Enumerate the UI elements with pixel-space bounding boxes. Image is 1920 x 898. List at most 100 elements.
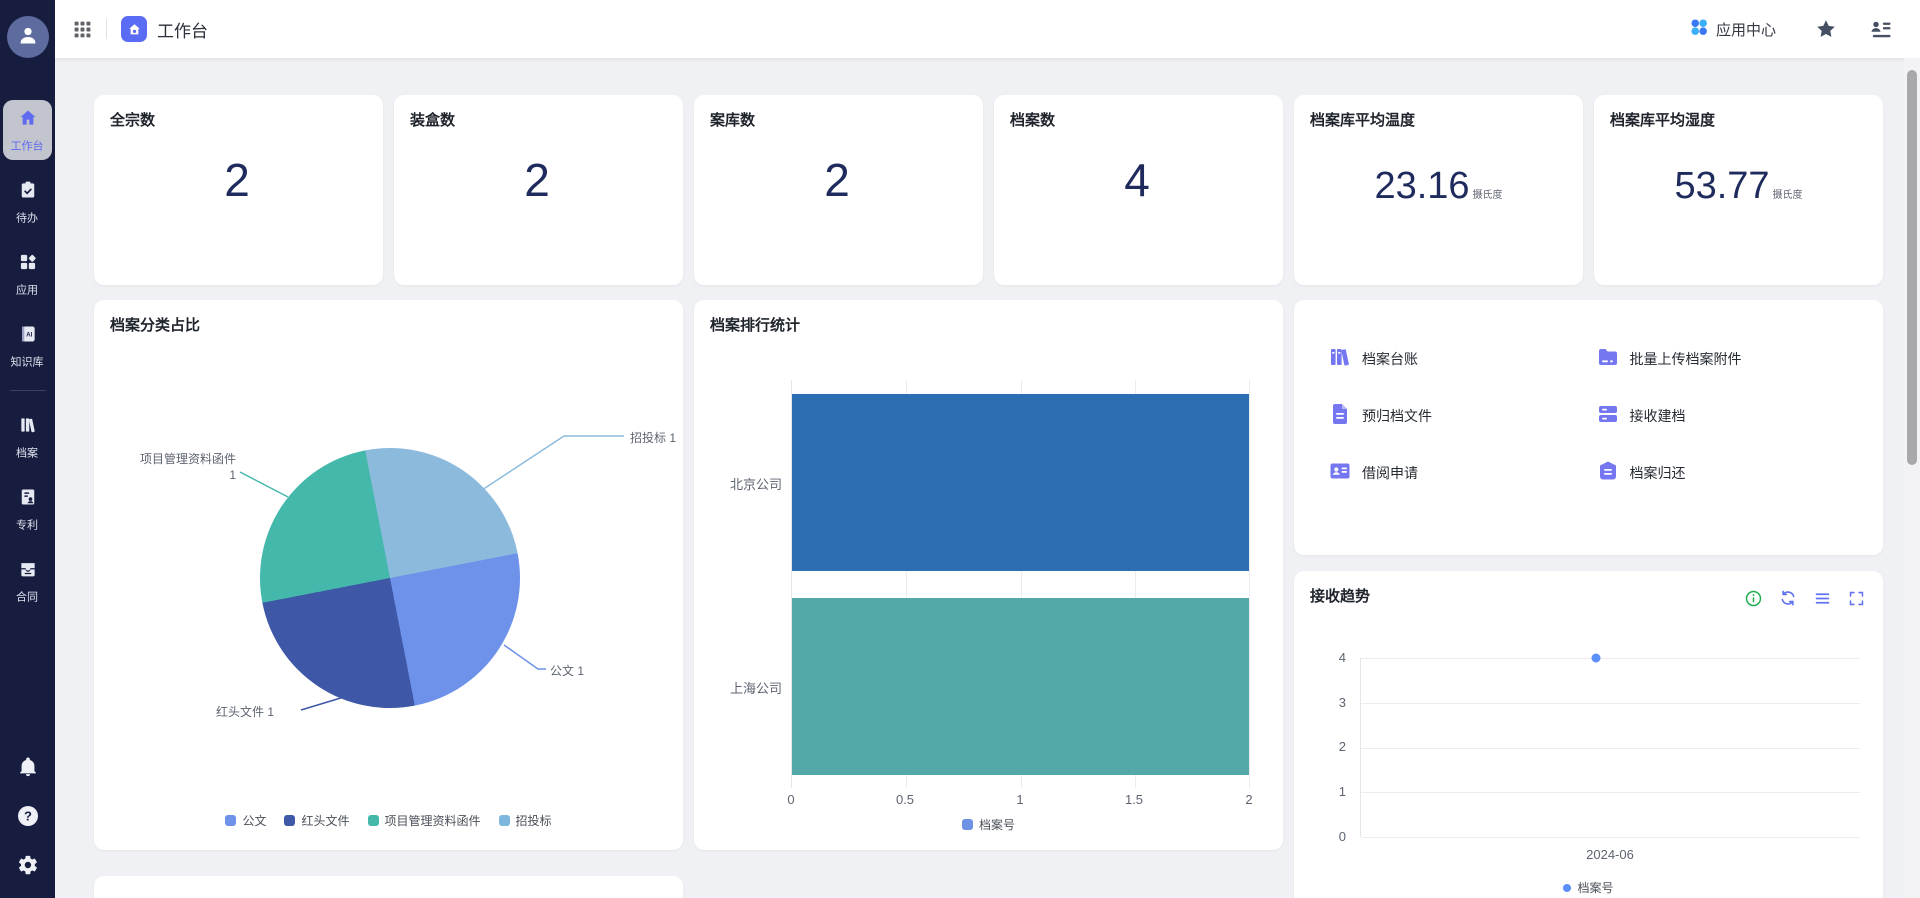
quick-link-receive-create[interactable]: 接收建档	[1596, 387, 1864, 444]
x-tick: 2	[1245, 792, 1253, 807]
gridline	[1361, 747, 1860, 749]
sidebar-item-label: 专利	[16, 518, 39, 532]
legend-item-red[interactable]: 红头文件	[284, 812, 350, 829]
y-tick: 3	[1338, 695, 1346, 710]
gridline	[1135, 380, 1136, 788]
sidebar-bottom: ?	[16, 756, 40, 876]
sidebar-item-label: 合同	[16, 590, 39, 604]
bar-chart-title: 档案排行统计	[710, 317, 801, 334]
sidebar-item-todo[interactable]: 待办	[3, 172, 52, 232]
quick-link-label: 借阅申请	[1362, 464, 1418, 481]
bar-beijing[interactable]	[792, 394, 1249, 571]
quick-link-label: 预归档文件	[1362, 407, 1432, 424]
bar-category-label: 上海公司	[729, 681, 782, 696]
main-content: 全宗数 2 装盒数 2 案库数 2 档案数 4 档案库平均温度 23.16 摄氏度…	[55, 58, 1920, 898]
stat-value: 2	[224, 154, 250, 206]
stat-value: 4	[1124, 154, 1150, 206]
quick-link-archive-return[interactable]: 档案归还	[1596, 444, 1864, 501]
stat-card-avg-humidity: 档案库平均湿度 53.77 摄氏度	[1594, 95, 1883, 285]
refresh-icon[interactable]	[1779, 589, 1797, 607]
sidebar-item-label: 知识库	[10, 355, 45, 369]
archive-books-icon	[18, 415, 38, 440]
sidebar-item-contract[interactable]: 合同	[3, 551, 52, 611]
pie-callout-red: 红头文件 1	[216, 705, 275, 719]
notification-bell-icon[interactable]	[17, 756, 39, 778]
trend-chart-card: 接收趋势 4 3 2 1 0 2024-06 档案号	[1294, 571, 1883, 898]
quick-link-pre-archive-files[interactable]: 预归档文件	[1328, 387, 1596, 444]
y-tick: 2	[1338, 739, 1346, 754]
gridline	[1249, 380, 1250, 788]
info-icon[interactable]	[1745, 590, 1762, 607]
trend-point[interactable]	[1591, 653, 1601, 663]
upload-folder-icon	[1596, 345, 1620, 372]
stat-title: 案库数	[710, 112, 756, 129]
stacked-drives-icon	[1596, 402, 1620, 429]
gridline	[1361, 792, 1860, 794]
pie-chart-card: 档案分类占比 招投标 1 项目管理资料函件 1 红头文件 1 公文 1 公文 红头…	[94, 300, 683, 850]
quick-link-batch-upload[interactable]: 批量上传档案附件	[1596, 330, 1864, 387]
favorite-star-icon[interactable]	[1816, 19, 1836, 39]
help-icon[interactable]: ?	[16, 804, 40, 828]
topbar-divider	[106, 19, 107, 39]
app-center-icon	[1690, 18, 1708, 40]
legend-swatch	[498, 815, 510, 826]
pie-chart[interactable]	[260, 448, 520, 708]
settings-gear-icon[interactable]	[17, 854, 39, 876]
bar-legend[interactable]: 档案号	[694, 816, 1283, 833]
sidebar-item-apps[interactable]: 应用	[3, 244, 52, 304]
quick-links-grid: 档案台账 批量上传档案附件 预归档文件 接收建档 借阅申请 档案归还	[1328, 330, 1863, 501]
user-avatar[interactable]	[6, 16, 49, 58]
app-center-button[interactable]: 应用中心	[1690, 18, 1776, 40]
app-logo-home-icon[interactable]	[121, 16, 147, 42]
quick-link-archive-ledger[interactable]: 档案台账	[1328, 330, 1596, 387]
home-icon	[18, 108, 38, 133]
menu-lines-icon[interactable]	[1814, 590, 1831, 607]
stat-unit: 摄氏度	[1772, 190, 1803, 201]
bar-category-label: 北京公司	[729, 477, 782, 492]
legend-swatch	[367, 815, 379, 826]
stat-title: 档案库平均温度	[1310, 112, 1416, 129]
sidebar-item-label: 待办	[16, 211, 39, 225]
gridline	[1361, 658, 1860, 659]
trend-chart-title: 接收趋势	[1310, 588, 1371, 605]
bar-shanghai[interactable]	[792, 598, 1249, 775]
bar-chart-plot	[791, 380, 1250, 788]
knowledge-book-icon: AI	[18, 324, 38, 349]
trend-chart-plot	[1360, 653, 1860, 838]
id-card-icon	[1328, 459, 1352, 486]
sidebar-item-workbench[interactable]: 工作台	[3, 100, 52, 160]
quick-link-label: 接收建档	[1629, 407, 1686, 424]
document-icon	[1328, 402, 1352, 429]
legend-item-doc[interactable]: 公文	[225, 812, 266, 829]
gridline	[906, 380, 907, 788]
stat-value: 2	[524, 154, 550, 206]
patent-doc-icon	[18, 487, 38, 512]
bar-chart-card: 档案排行统计 北京公司 上海公司 0 0.5 1 1.5 2 档案号	[694, 300, 1283, 850]
quick-link-label: 批量上传档案附件	[1629, 350, 1742, 367]
pie-callout-project: 项目管理资料函件 1	[139, 452, 236, 482]
user-profile-icon[interactable]	[1870, 19, 1892, 39]
scrollbar-track[interactable]	[1904, 58, 1920, 898]
y-tick: 4	[1338, 650, 1346, 665]
scrollbar-thumb[interactable]	[1907, 70, 1917, 465]
trend-legend[interactable]: 档案号	[1294, 879, 1883, 896]
legend-item-bid[interactable]: 招投标	[498, 812, 552, 829]
stat-title: 全宗数	[110, 112, 156, 129]
quick-link-borrow-request[interactable]: 借阅申请	[1328, 444, 1596, 501]
y-tick: 0	[1338, 829, 1346, 844]
sidebar-item-patent[interactable]: 专利	[3, 479, 52, 539]
legend-item-project[interactable]: 项目管理资料函件	[367, 812, 481, 829]
legend-swatch	[961, 819, 973, 830]
pie-chart-title: 档案分类占比	[110, 317, 201, 334]
grid-menu-icon[interactable]	[73, 20, 92, 39]
svg-text:AI: AI	[26, 331, 33, 338]
sidebar-item-archive[interactable]: 档案	[3, 407, 52, 467]
trend-x-label: 2024-06	[1586, 847, 1634, 862]
trend-toolbar	[1745, 589, 1865, 607]
sidebar-item-label: 应用	[16, 283, 39, 297]
fullscreen-icon[interactable]	[1848, 590, 1865, 607]
ledger-books-icon	[1328, 345, 1352, 372]
pie-callout-doc: 公文 1	[550, 664, 585, 678]
gridline	[1361, 837, 1860, 838]
sidebar-item-knowledge[interactable]: AI 知识库	[3, 316, 52, 376]
